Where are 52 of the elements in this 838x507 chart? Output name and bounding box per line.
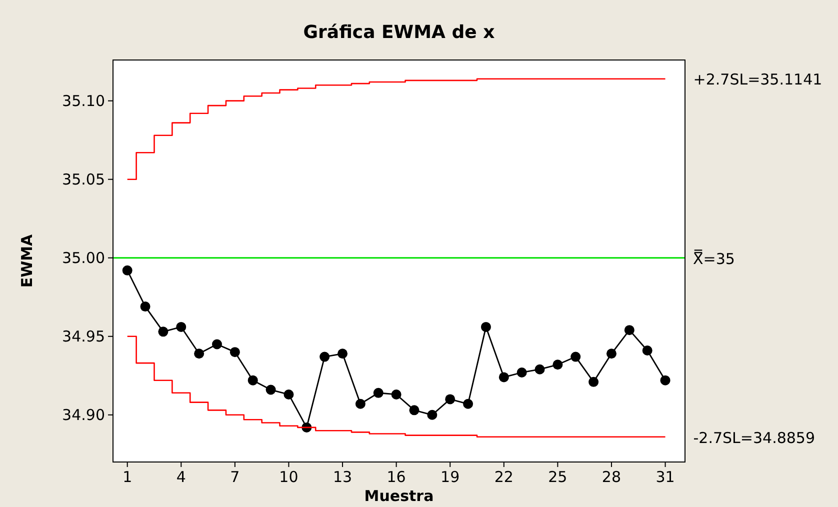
point xyxy=(552,360,563,370)
y-tick-label: 35.00 xyxy=(62,248,105,267)
point xyxy=(391,389,402,400)
x-tick-label: 19 xyxy=(440,468,460,486)
point xyxy=(212,339,222,350)
x-tick-label: 7 xyxy=(230,468,240,486)
point xyxy=(266,384,276,395)
x-tick-label: 28 xyxy=(602,468,622,486)
point xyxy=(660,375,670,386)
y-tick-label: 35.10 xyxy=(62,92,105,110)
point xyxy=(480,322,491,332)
annotation: +2.7SL=35.1141 xyxy=(693,70,822,89)
point xyxy=(158,326,168,337)
point xyxy=(516,367,527,378)
y-tick-label: 34.95 xyxy=(62,327,105,346)
point xyxy=(355,398,366,409)
point xyxy=(140,302,150,312)
x-tick-label: 25 xyxy=(548,468,568,486)
x-tick-label: 31 xyxy=(656,468,675,486)
point xyxy=(606,348,616,359)
point xyxy=(320,352,330,362)
point xyxy=(624,325,634,336)
point xyxy=(176,322,186,332)
point xyxy=(498,372,509,382)
x-tick-label: 4 xyxy=(176,468,186,486)
x-axis-title: Muestra xyxy=(364,487,434,505)
y-tick-label: 34.90 xyxy=(62,406,105,424)
point xyxy=(122,265,132,276)
x-tick-label: 22 xyxy=(494,468,514,486)
chart-title: Gráfica EWMA de x xyxy=(303,22,496,43)
point xyxy=(409,405,420,416)
point xyxy=(570,352,581,362)
point xyxy=(463,398,474,409)
annotation: -2.7SL=34.8859 xyxy=(693,429,816,448)
x-tick-label: 10 xyxy=(279,468,298,486)
point xyxy=(427,410,438,420)
point xyxy=(284,389,294,400)
y-axis-title: EWMA xyxy=(18,234,36,288)
point xyxy=(194,348,204,359)
x-tick-label: 13 xyxy=(332,468,352,486)
point xyxy=(588,376,599,387)
point xyxy=(338,348,348,359)
ref-line-label: X̿=35 xyxy=(693,249,735,268)
point xyxy=(248,375,258,386)
point xyxy=(534,364,545,374)
x-tick-label: 16 xyxy=(386,468,406,486)
point xyxy=(373,388,384,398)
x-tick-label: 1 xyxy=(122,468,132,486)
point xyxy=(445,394,456,404)
point xyxy=(642,346,652,356)
point xyxy=(230,347,240,358)
y-tick-label: 35.05 xyxy=(62,170,105,188)
